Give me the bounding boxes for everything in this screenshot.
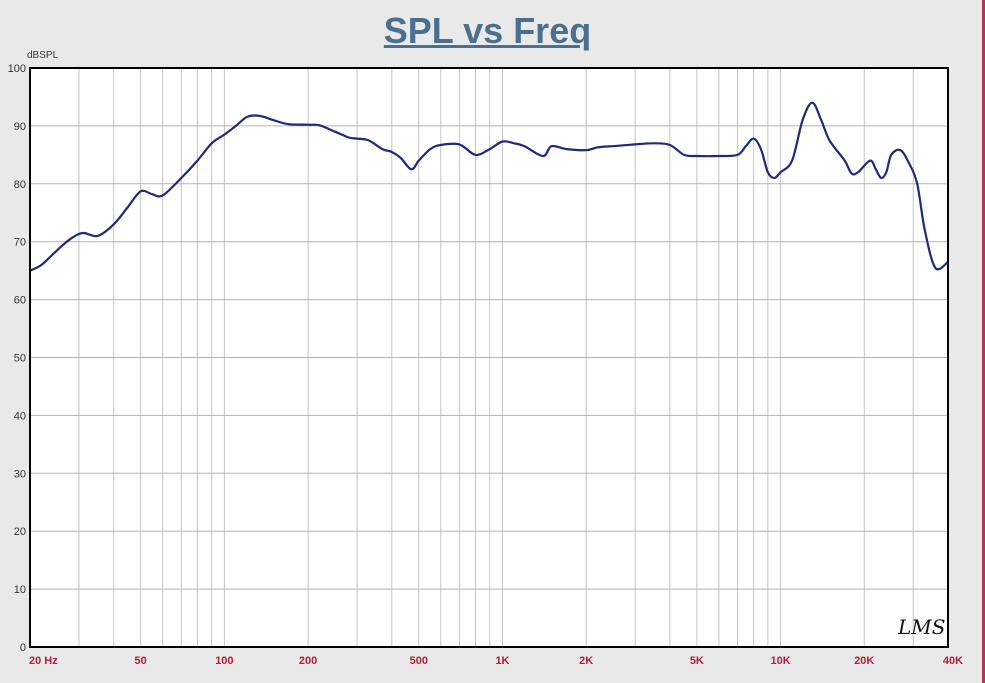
- series-lines: [28, 101, 950, 272]
- grid-lines: [29, 67, 949, 648]
- y-tick-label: 80: [14, 179, 26, 191]
- x-tick-label: 10K: [770, 655, 790, 667]
- y-tick-label: 0: [20, 642, 26, 654]
- x-tick-label: 40K: [943, 655, 963, 667]
- y-tick-label: 60: [14, 295, 26, 307]
- x-tick-label: 1K: [495, 655, 509, 667]
- x-tick-label: 2K: [579, 655, 593, 667]
- y-tick-label: 90: [14, 121, 26, 133]
- x-tick-labels: 20 Hz 50 100 200 500 1K 2K 5K 10K 20K 40K: [29, 655, 963, 667]
- x-tick-label: 5K: [690, 655, 704, 667]
- y-tick-label: 50: [14, 353, 26, 365]
- spl-series-line: [28, 101, 950, 272]
- y-tick-label: 20: [14, 526, 26, 538]
- y-tick-label: 70: [14, 237, 26, 249]
- x-tick-label: 100: [215, 655, 233, 667]
- lms-signature: LMS: [897, 615, 945, 639]
- y-tick-label: 100: [8, 63, 26, 75]
- chart-title: SPL vs Freq: [383, 10, 592, 51]
- right-border: [982, 0, 985, 683]
- y-tick-label: 10: [14, 584, 26, 596]
- plot-border: [29, 67, 949, 648]
- y-axis-unit-label: dBSPL: [27, 50, 59, 61]
- y-tick-label: 40: [14, 410, 26, 422]
- x-tick-label: 20 Hz: [29, 655, 58, 667]
- x-tick-label: 500: [410, 655, 428, 667]
- y-tick-labels: 0 10 20 30 40 50 60 70 80 90 100: [8, 63, 26, 654]
- x-tick-label: 50: [135, 655, 147, 667]
- x-tick-label: 20K: [854, 655, 874, 667]
- x-tick-label: 200: [299, 655, 317, 667]
- y-tick-label: 30: [14, 468, 26, 480]
